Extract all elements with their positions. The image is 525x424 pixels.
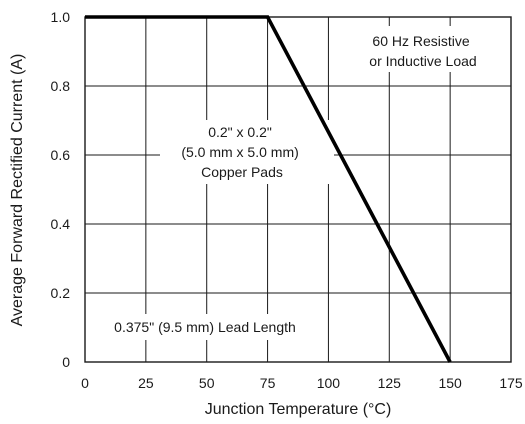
y-tick-label: 0.2 [51,285,71,301]
y-axis-label: Average Forward Rectified Current (A) [9,54,26,327]
annotation-lead-length-bg [92,314,318,340]
x-tick-label: 100 [317,375,341,391]
svg-text:60 Hz Resistive or Induc: 60 Hz Resistive or Inductive Load [369,33,476,69]
annotation-copper-pads-line-2: (5.0 mm x 5.0 mm) [181,144,298,160]
annotation-copper-pads-line-3: Copper Pads [201,164,283,180]
x-tick-label: 125 [378,375,402,391]
annotation-load-type-bg [347,26,501,72]
y-tick-label: 0.4 [51,216,71,232]
x-tick-label: 50 [199,375,215,391]
y-tick-label: 0.6 [51,147,71,163]
annotation-lead-length-text: 0.375" (9.5 mm) Lead Length [114,319,296,335]
x-tick-label: 75 [260,375,276,391]
x-tick-label: 175 [499,375,523,391]
annotation-copper-pads-bg [160,120,334,184]
x-tick-label: 0 [81,375,89,391]
annotation-lead-length: 0.375" (9.5 mm) Lead Length [92,314,318,340]
annotation-load-type-line-1: 60 Hz Resistive [372,33,469,49]
derating-curve [85,15,452,363]
y-tick-label: 0 [62,354,70,370]
annotation-copper-pads: 0.2" x 0.2" (5.0 mm x 5.0 mm) Copper Pad… [160,120,334,184]
y-tick-labels: 0 0.2 0.4 0.6 0.8 1.0 [51,9,71,370]
annotation-copper-pads-line-1: 0.2" x 0.2" [208,124,272,140]
x-tick-label: 25 [138,375,154,391]
plot-frame [84,16,512,363]
y-tick-label: 1.0 [51,9,71,25]
annotation-load-type: 60 Hz Resistive or Inductive Load [347,26,501,72]
annotation-load-type-line-2: or Inductive Load [369,53,476,69]
svg-text:0.2" x 0.2" (5.0 mm x 5.: 0.2" x 0.2" (5.0 mm x 5.0 mm) Copper Pad… [181,124,302,180]
x-tick-label: 150 [438,375,462,391]
x-axis-label: Junction Temperature (°C) [205,401,392,418]
y-tick-label: 0.8 [51,78,71,94]
x-tick-labels: 0 25 50 75 100 125 150 175 [81,375,523,391]
